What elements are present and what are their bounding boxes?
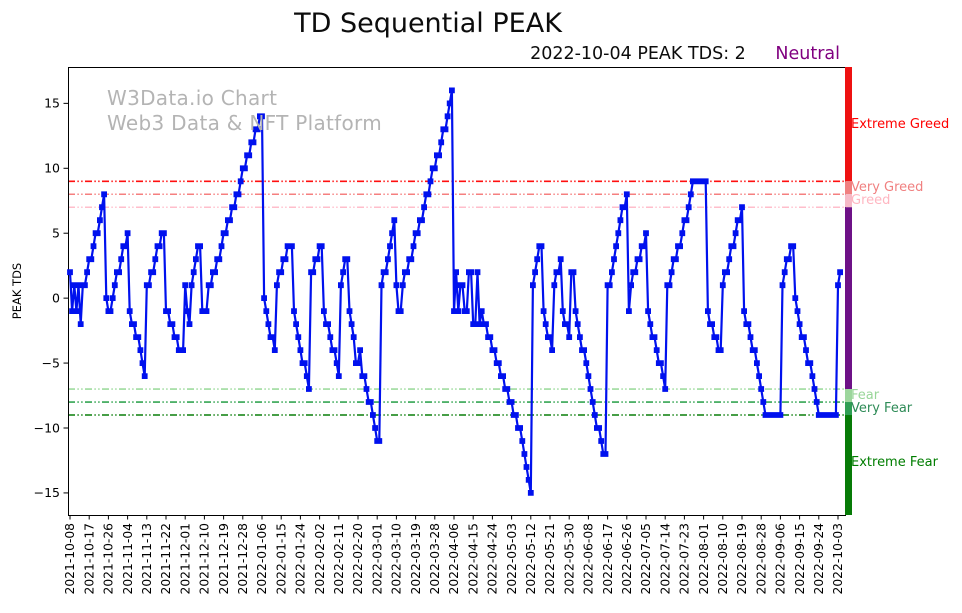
x-tick-label: 2022-01-06 <box>255 523 269 595</box>
x-tick-label: 2021-12-28 <box>236 523 250 594</box>
x-tick-label: 2022-09-24 <box>812 523 826 595</box>
watermark-line2: Web3 Data & NFT Platform <box>107 111 382 135</box>
sentiment-colorbar-segment <box>845 402 852 416</box>
x-tick-label: 2021-12-01 <box>178 523 192 594</box>
x-tick-label: 2022-01-24 <box>294 523 308 595</box>
chart-subtitle: 2022-10-04 PEAK TDS: 2 Neutral <box>0 44 840 64</box>
x-tick-label: 2022-03-28 <box>428 523 442 594</box>
x-tick-label: 2022-05-12 <box>524 523 538 594</box>
x-tick-label: 2022-02-11 <box>332 523 346 594</box>
x-tick-label: 2022-06-17 <box>601 523 615 594</box>
x-tick-label: 2022-08-10 <box>716 523 730 594</box>
chart-title: TD Sequential PEAK <box>294 8 562 39</box>
zone-label-very-fear: Very Fear <box>851 400 913 416</box>
x-tick-label: 2022-04-15 <box>466 523 480 594</box>
x-tick-label: 2022-01-15 <box>274 523 288 594</box>
x-tick-label: 2022-08-19 <box>735 523 749 594</box>
x-tick-label: 2021-10-26 <box>102 523 116 595</box>
x-tick-label: 2021-11-22 <box>159 523 173 594</box>
sentiment-colorbar-segment <box>845 389 852 403</box>
peak-tds-line <box>68 89 842 494</box>
x-tick-label: 2022-02-20 <box>351 523 365 594</box>
sentiment-colorbar-segment <box>845 67 852 182</box>
x-tick-label: 2022-07-14 <box>658 523 672 595</box>
x-tick-label: 2022-05-03 <box>505 523 519 594</box>
x-tick-label: 2022-02-02 <box>313 523 327 594</box>
sentiment-colorbar-segment <box>845 415 852 515</box>
sentiment-colorbar-segment <box>845 194 852 208</box>
x-tick-label: 2022-07-05 <box>639 523 653 594</box>
x-tick-label: 2022-03-19 <box>409 523 423 594</box>
x-tick-label: 2022-08-01 <box>697 523 711 594</box>
x-tick-label: 2022-06-08 <box>582 523 596 594</box>
x-tick-label: 2021-11-13 <box>140 523 154 594</box>
x-tick-label: 2021-10-17 <box>82 523 96 594</box>
sentiment-colorbar-segment <box>845 207 852 390</box>
sentiment-colorbar-segment <box>845 181 852 195</box>
watermark-line1: W3Data.io Chart <box>107 86 278 110</box>
zone-label-extreme-fear: Extreme Fear <box>851 455 938 471</box>
y-tick-label: 0 <box>52 290 60 305</box>
x-tick-label: 2021-11-04 <box>121 523 135 595</box>
y-tick-label: 10 <box>44 161 60 176</box>
x-tick-label: 2022-09-06 <box>774 523 788 595</box>
y-axis-title: PEAK TDS <box>10 263 24 319</box>
subtitle-date-tds: 2022-10-04 PEAK TDS: 2 <box>530 44 746 64</box>
x-tick-label: 2022-08-28 <box>754 523 768 594</box>
zone-label-very-greed: Very Greed <box>851 179 924 195</box>
x-tick-label: 2021-12-10 <box>198 523 212 594</box>
watermark: W3Data.io Chart Web3 Data & NFT Platform <box>107 86 382 136</box>
x-tick-label: 2022-10-03 <box>831 523 845 594</box>
sentiment-status-label: Neutral <box>775 44 840 64</box>
x-tick-label: 2022-05-30 <box>562 523 576 594</box>
zone-label-fear: Fear <box>851 387 880 403</box>
x-tick-label: 2022-09-15 <box>793 523 807 594</box>
x-tick-label: 2022-06-26 <box>620 523 634 595</box>
y-tick-label: −10 <box>34 420 60 435</box>
x-tick-label: 2021-10-08 <box>63 523 77 594</box>
y-tick-label: −15 <box>34 485 60 500</box>
x-tick-label: 2022-04-06 <box>447 523 461 595</box>
zone-label-extreme-greed: Extreme Greed <box>851 117 950 133</box>
y-tick-label: 15 <box>44 96 60 111</box>
zone-label-greed: Greed <box>851 192 891 208</box>
x-tick-label: 2021-12-19 <box>217 523 231 594</box>
x-tick-label: 2022-04-24 <box>486 523 500 595</box>
y-tick-label: −5 <box>42 355 60 370</box>
y-tick-label: 5 <box>52 226 60 241</box>
x-tick-label: 2022-03-10 <box>390 523 404 594</box>
x-tick-label: 2022-05-21 <box>543 523 557 594</box>
x-tick-label: 2022-03-01 <box>370 523 384 594</box>
x-tick-label: 2022-07-23 <box>678 523 692 594</box>
